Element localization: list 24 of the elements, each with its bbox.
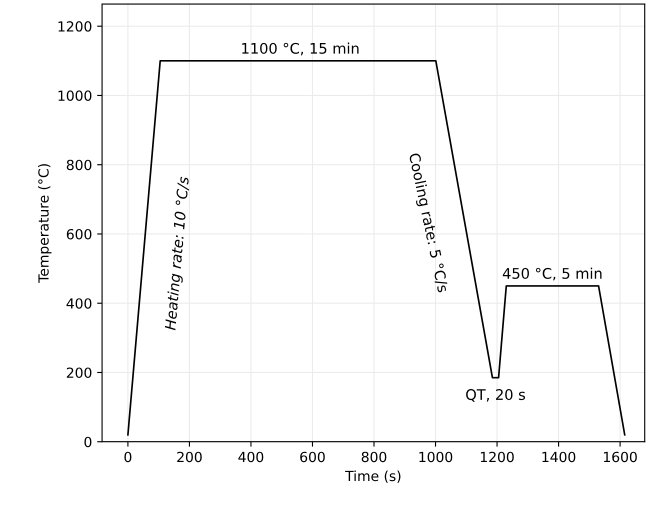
annotation: QT, 20 s xyxy=(466,389,526,402)
x-tick-label: 200 xyxy=(177,452,202,462)
x-tick-label: 1400 xyxy=(542,452,576,462)
annotation: 1100 °C, 15 min xyxy=(242,42,359,56)
y-tick-label: 200 xyxy=(66,367,92,378)
x-axis-title: Time (s) xyxy=(345,470,400,483)
y-tick-label: 800 xyxy=(66,160,92,170)
annotation: 450 °C, 5 min xyxy=(502,268,602,280)
y-tick-label: 1200 xyxy=(58,21,92,32)
y-tick-label: 0 xyxy=(84,436,92,448)
x-tick-label: 800 xyxy=(362,452,386,462)
annotation: Cooling rate: 5 °C/s xyxy=(406,152,450,294)
y-tick-label: 400 xyxy=(66,298,92,309)
y-tick-label: 1000 xyxy=(58,90,92,101)
x-tick-label: 1600 xyxy=(604,452,637,462)
y-tick-label: 600 xyxy=(66,228,92,240)
x-tick-label: 600 xyxy=(300,452,325,462)
x-tick-label: 1000 xyxy=(419,452,452,462)
x-tick-label: 1200 xyxy=(480,452,514,462)
x-tick-label: 0 xyxy=(124,452,132,462)
y-axis-title: Temperature (°C) xyxy=(38,164,52,283)
annotation: Heating rate: 10 °C/s xyxy=(164,176,192,331)
x-tick-label: 400 xyxy=(238,452,264,462)
line-series xyxy=(127,60,626,436)
